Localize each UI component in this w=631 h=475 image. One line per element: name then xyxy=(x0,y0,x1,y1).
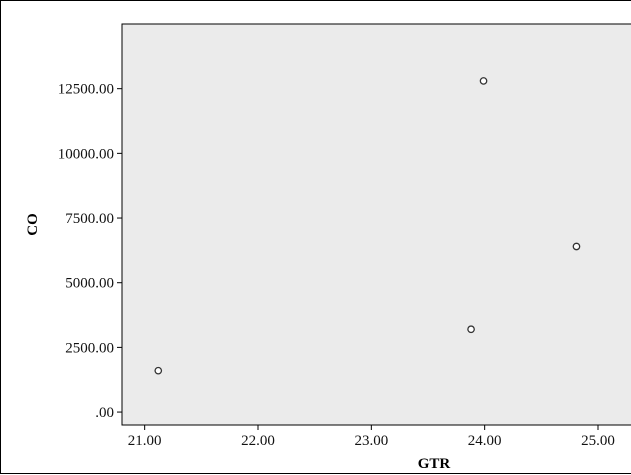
scatter-point xyxy=(467,325,475,334)
y-tick-label: 12500.00 xyxy=(58,82,114,98)
plot-area xyxy=(121,23,631,426)
data-points xyxy=(154,77,581,375)
x-axis: 21.00 22.00 23.00 24.00 25.00 xyxy=(128,425,615,449)
x-tick-label: 21.00 xyxy=(128,433,162,449)
y-tick-label: 5000.00 xyxy=(65,276,114,292)
y-tick-label: 2500.00 xyxy=(65,340,114,356)
scatter-point xyxy=(479,77,488,85)
scatter-point xyxy=(154,366,163,375)
y-tick-label: 7500.00 xyxy=(65,211,114,227)
x-axis-title: GTR xyxy=(418,456,451,472)
y-tick-label: 10000.00 xyxy=(58,146,114,162)
x-tick-label: 25.00 xyxy=(581,433,615,449)
y-axis-title: CO xyxy=(25,213,41,236)
y-tick-label: .00 xyxy=(95,405,114,421)
scatter-point xyxy=(572,242,581,251)
x-tick-label: 24.00 xyxy=(468,433,502,449)
x-tick-label: 22.00 xyxy=(241,433,275,449)
x-tick-label: 23.00 xyxy=(354,433,388,449)
y-axis: .00 2500.00 5000.00 7500.00 10000.00 12500.00 xyxy=(58,82,122,421)
